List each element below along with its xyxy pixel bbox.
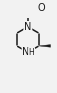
Text: H: H [28, 48, 34, 57]
Text: N: N [24, 22, 31, 32]
Text: O: O [37, 3, 44, 13]
Polygon shape [38, 45, 50, 47]
Text: N: N [22, 47, 29, 57]
